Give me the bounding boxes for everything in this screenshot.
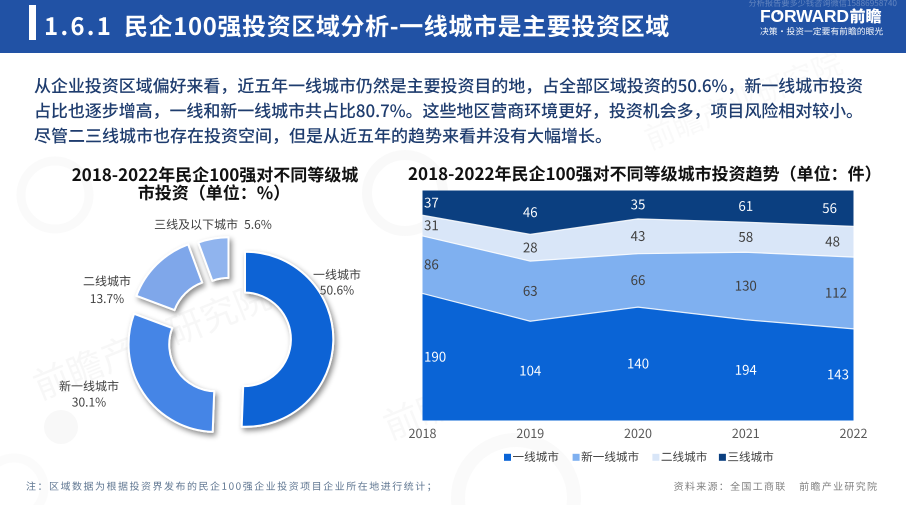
svg-text:FORWARD: FORWARD — [760, 6, 849, 26]
